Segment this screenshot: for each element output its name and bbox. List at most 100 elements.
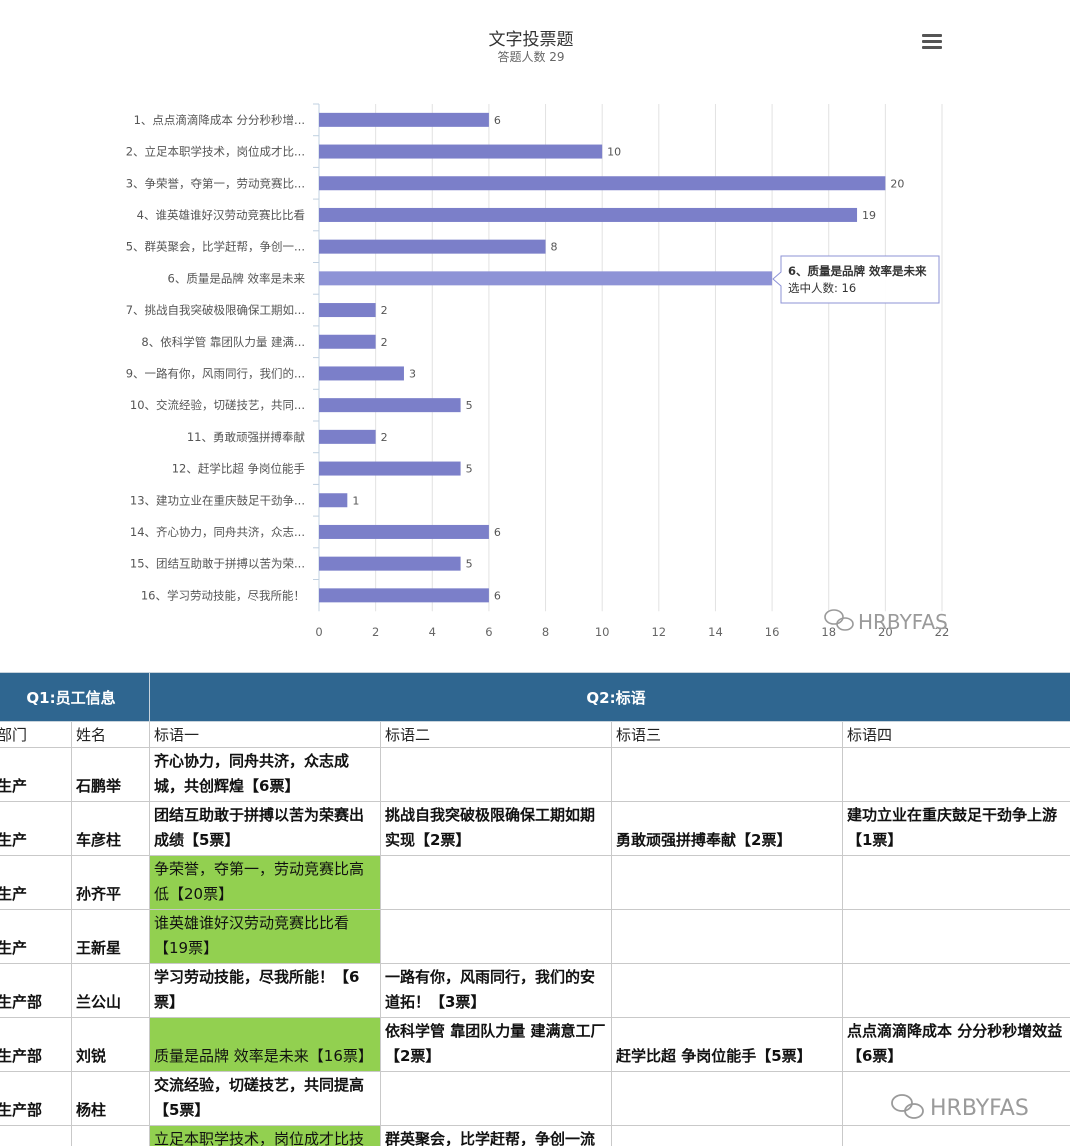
table-cell: 生产 bbox=[0, 909, 72, 964]
table-cell: 石鹏举 bbox=[71, 747, 150, 802]
category-label: 11、勇敢顽强拼搏奉献 bbox=[187, 430, 306, 444]
table-row: 生产部蔡伟立足本职学技术，岗位成才比技能【10票】群英聚会，比学赶帮，争创一流【… bbox=[0, 1125, 1070, 1146]
table-cell: 群英聚会，比学赶帮，争创一流【8票】 bbox=[380, 1125, 612, 1146]
watermark-bottom: HRBYFAS bbox=[891, 1094, 1029, 1121]
data-label: 6 bbox=[494, 589, 501, 602]
x-tick-label: 14 bbox=[708, 625, 723, 639]
x-tick-label: 20 bbox=[878, 625, 893, 639]
category-label: 7、挑战自我突破极限确保工期如... bbox=[126, 303, 305, 317]
bar[interactable] bbox=[319, 366, 404, 381]
watermark-text: HRBYFAS bbox=[858, 610, 948, 634]
table-cell bbox=[611, 1071, 843, 1126]
watermark-bottom-text: HRBYFAS bbox=[930, 1096, 1029, 1121]
table-cell: 质量是品牌 效率是未来【16票】 bbox=[149, 1017, 381, 1072]
category-label: 14、齐心协力，同舟共济，众志... bbox=[130, 525, 305, 539]
bar[interactable] bbox=[319, 524, 489, 539]
data-label: 1 bbox=[352, 494, 359, 507]
table-cell: 生产部 bbox=[0, 963, 72, 1018]
x-tick-label: 16 bbox=[765, 625, 780, 639]
bar[interactable] bbox=[319, 144, 603, 159]
category-labels: 1、点点滴滴降成本 分分秒秒增... 2、立足本职学技术，岗位成才比... 3、争荣… bbox=[126, 113, 306, 602]
bar[interactable] bbox=[319, 493, 348, 508]
table-cell: 生产 bbox=[0, 855, 72, 910]
chart-subtitle: 答题人数 29 bbox=[497, 49, 564, 64]
tooltip-box bbox=[772, 255, 940, 304]
bar-series: 6 10 20 19 8 2 2 3 5 2 5 1 6 5 6 bbox=[319, 112, 904, 603]
x-tick-label: 2 bbox=[372, 625, 379, 639]
table-cell: 齐心协力，同舟共济，众志成城，共创辉煌【6票】 bbox=[149, 747, 381, 802]
bar[interactable] bbox=[319, 176, 886, 191]
category-label: 6、质量是品牌 效率是未来 bbox=[168, 271, 306, 285]
column-header-row: 部门 姓名 标语一 标语二 标语三 标语四 bbox=[0, 721, 1070, 748]
table-cell bbox=[611, 1125, 843, 1146]
category-label: 5、群英聚会，比学赶帮，争创一... bbox=[126, 240, 305, 254]
bar[interactable] bbox=[319, 207, 858, 222]
bar[interactable] bbox=[319, 398, 461, 413]
column-header: 标语一 bbox=[149, 721, 381, 748]
chart-title: 文字投票题 bbox=[489, 30, 574, 50]
table-body: 生产 石鹏举 齐心协力，同舟共济，众志成城，共创辉煌【6票】 生产 车彦柱 团结互助敢于拼… bbox=[0, 747, 1070, 1146]
x-tick-label: 4 bbox=[429, 625, 436, 639]
group-header-q2: Q2:标语 bbox=[149, 672, 1070, 722]
table-cell: 立足本职学技术，岗位成才比技能【10票】 bbox=[149, 1125, 381, 1146]
vote-table: Q1:员工信息 Q2:标语 部门 姓名 标语一 标语二 标语三 标语四 生产 石鹏举 齐心协力… bbox=[0, 672, 1070, 1146]
data-label: 2 bbox=[381, 431, 388, 444]
bar[interactable] bbox=[319, 303, 376, 318]
table-cell bbox=[380, 747, 612, 802]
table-cell: 生产 bbox=[0, 747, 72, 802]
table-cell: 王新星 bbox=[71, 909, 150, 964]
column-header: 标语四 bbox=[842, 721, 1070, 748]
category-label: 10、交流经验，切磋技艺，共同... bbox=[130, 398, 305, 412]
data-label: 20 bbox=[890, 177, 904, 190]
category-label: 13、建功立业在重庆鼓足干劲争... bbox=[130, 493, 305, 507]
chart-tooltip: 6、质量是品牌 效率是未来 选中人数: 16 bbox=[772, 255, 940, 304]
bar[interactable] bbox=[319, 271, 773, 286]
bar[interactable] bbox=[319, 239, 546, 254]
data-label: 2 bbox=[381, 304, 388, 317]
table-cell: 勇敢顽强拼搏奉献【2票】 bbox=[611, 801, 843, 856]
table-row: 生产 车彦柱 团结互助敢于拼搏以苦为荣赛出成绩【5票】 挑战自我突破极限确保工期如期实… bbox=[0, 801, 1070, 856]
x-tick-label: 10 bbox=[595, 625, 610, 639]
table-row: 生产部 兰公山 学习劳动技能，尽我所能！【6票】 一路有你，风雨同行，我们的安道拓！【… bbox=[0, 963, 1070, 1018]
bar[interactable] bbox=[319, 588, 489, 603]
table-cell: 学习劳动技能，尽我所能！【6票】 bbox=[149, 963, 381, 1018]
x-tick-label: 18 bbox=[821, 625, 836, 639]
category-label: 2、立足本职学技术，岗位成才比... bbox=[126, 145, 305, 159]
wechat-icon bbox=[824, 609, 854, 631]
bar-chart: 文字投票题 答题人数 29 6 10 20 19 8 2 2 3 5 2 5 1 6 5 6 1、点点滴滴降… bbox=[126, 30, 950, 639]
table-cell bbox=[842, 1071, 1070, 1126]
bar[interactable] bbox=[319, 112, 489, 127]
category-label: 4、谁英雄谁好汉劳动竞赛比比看 bbox=[137, 208, 305, 222]
data-label: 19 bbox=[862, 209, 876, 222]
data-label: 2 bbox=[381, 336, 388, 349]
x-axis-ticks: 0 2 4 6 8 10 12 14 16 18 20 22 bbox=[315, 625, 949, 639]
table-cell: 孙齐平 bbox=[71, 855, 150, 910]
table-cell: 刘锐 bbox=[71, 1017, 150, 1072]
table-cell: 蔡伟 bbox=[71, 1125, 150, 1146]
column-header: 姓名 bbox=[71, 721, 150, 748]
data-label: 6 bbox=[494, 114, 501, 127]
bar[interactable] bbox=[319, 334, 376, 349]
watermark: HRBYFAS bbox=[824, 609, 948, 634]
data-label: 5 bbox=[466, 399, 473, 412]
table-cell: 谁英雄谁好汉劳动竞赛比比看【19票】 bbox=[149, 909, 381, 964]
bar[interactable] bbox=[319, 429, 376, 444]
table-cell: 生产部 bbox=[0, 1071, 72, 1126]
table-cell: 兰公山 bbox=[71, 963, 150, 1018]
category-label: 3、争荣誉，夺第一，劳动竞赛比... bbox=[126, 176, 305, 190]
table-cell: 杨柱 bbox=[71, 1071, 150, 1126]
table-cell: 点点滴滴降成本 分分秒秒增效益【6票】 bbox=[842, 1017, 1070, 1072]
table-cell bbox=[611, 963, 843, 1018]
x-tick-label: 6 bbox=[485, 625, 492, 639]
table-cell bbox=[842, 909, 1070, 964]
bar[interactable] bbox=[319, 556, 461, 571]
table-row: 生产 石鹏举 齐心协力，同舟共济，众志成城，共创辉煌【6票】 bbox=[0, 747, 1070, 802]
tooltip-title: 6、质量是品牌 效率是未来 bbox=[788, 264, 927, 278]
column-header: 部门 bbox=[0, 721, 72, 748]
category-label: 9、一路有你，风雨同行，我们的... bbox=[126, 366, 305, 380]
chart-menu-button[interactable] bbox=[918, 32, 946, 52]
menu-icon bbox=[922, 34, 942, 37]
table-row: 生产 孙齐平 争荣誉，夺第一，劳动竞赛比高低【20票】 bbox=[0, 855, 1070, 910]
bar[interactable] bbox=[319, 461, 461, 476]
